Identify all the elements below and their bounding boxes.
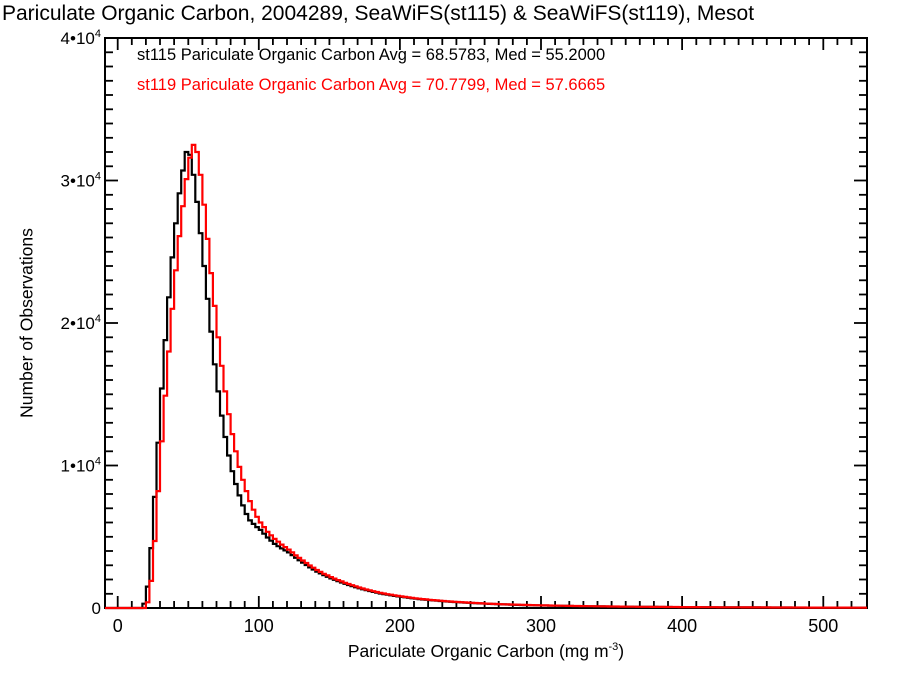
legend-item-st119: st119 Pariculate Organic Carbon Avg = 70… — [137, 76, 605, 95]
x-axis-tick-label: 500 — [808, 616, 838, 636]
legend-label-st119: st119 Pariculate Organic Carbon Avg = 70… — [137, 76, 606, 94]
y-axis-tick-label: 3•104 — [61, 171, 101, 191]
st115-histogram-path — [105, 150, 867, 610]
x-axis-tick-label: 300 — [526, 616, 556, 636]
x-axis-tick-label: 0 — [113, 616, 123, 636]
x-axis-tick-label: 400 — [667, 616, 697, 636]
y-axis-tick-label: 1•104 — [61, 456, 101, 476]
y-axis-title: Number of Observations — [16, 228, 37, 418]
y-axis-tick-label: 4•104 — [61, 28, 101, 48]
y-axis-tick-label: 2•104 — [61, 313, 101, 333]
x-axis-tick-label: 100 — [244, 616, 274, 636]
y-axis-tick-label: 0 — [92, 599, 101, 618]
x-axis-title-text: Pariculate Organic Carbon (mg m — [347, 641, 609, 661]
st119-histogram-path — [105, 143, 867, 610]
chart-title: Pariculate Organic Carbon, 2004289, SeaW… — [2, 2, 755, 25]
legend-label-st115: st115 Pariculate Organic Carbon Avg = 68… — [137, 46, 606, 64]
x-axis-title-close: ) — [618, 641, 625, 661]
x-axis-tick-label: 200 — [385, 616, 415, 636]
plot-frame — [104, 37, 868, 609]
legend-item-st115: st115 Pariculate Organic Carbon Avg = 68… — [137, 46, 605, 65]
x-axis-title: Pariculate Organic Carbon (mg m-3) — [348, 641, 624, 662]
x-axis-title-superscript: -3 — [608, 641, 619, 654]
